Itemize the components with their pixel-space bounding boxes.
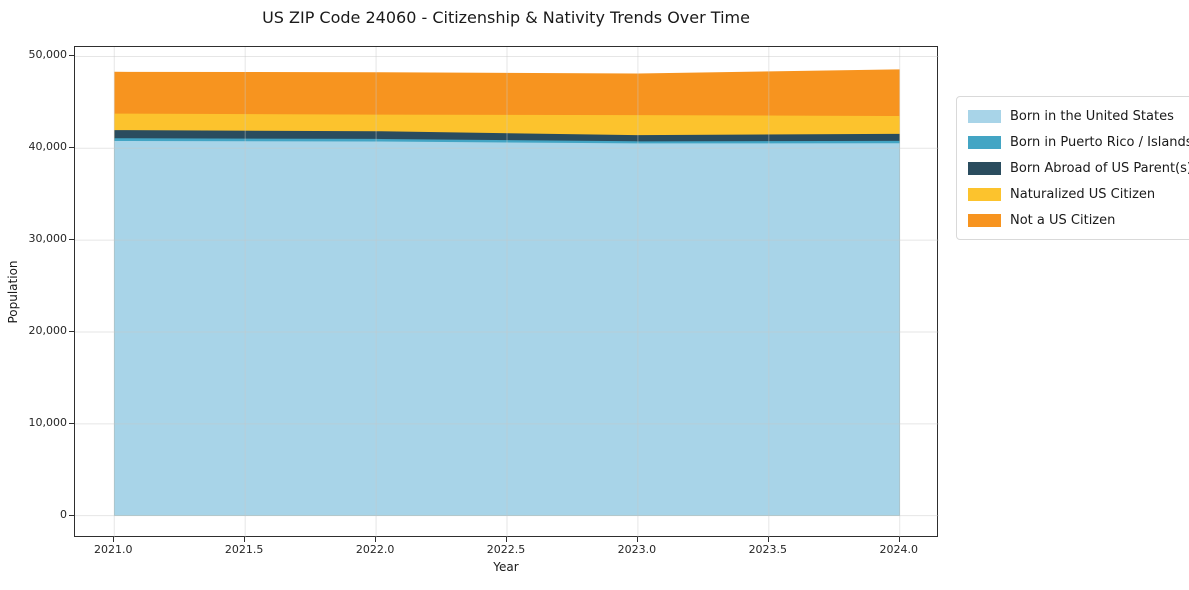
y-tick-mark [69,239,74,241]
legend-swatch [968,161,1001,175]
legend: Born in the United States Born in Puerto … [956,96,1189,240]
y-axis-title: Population [6,260,20,324]
legend-label: Born in the United States [1010,108,1174,124]
x-tick-label: 2024.0 [879,543,918,556]
x-tick-label: 2021.0 [94,543,133,556]
legend-swatch [968,213,1001,227]
x-tick-mark [636,537,638,542]
x-tick-label: 2022.0 [355,543,395,556]
stacked-area-chart [75,47,939,538]
x-tick-mark [244,537,246,542]
x-axis-title: Year [493,560,519,574]
x-tick-mark [506,537,507,542]
legend-label: Born in Puerto Rico / Islands [1010,134,1189,150]
x-tick-mark [898,537,900,542]
y-tick-label: 20,000 [28,323,68,337]
plot-area [74,46,939,538]
y-tick-label: 30,000 [28,232,68,246]
y-tick-label: 0 [60,507,67,521]
x-tick-mark [767,537,769,542]
x-tick-mark [113,537,115,542]
chart-title: US ZIP Code 24060 - Citizenship & Nativi… [262,8,750,27]
legend-item: Not a US Citizen [968,210,1189,230]
legend-label: Naturalized US Citizen [1010,186,1156,202]
x-tick-label: 2021.5 [224,543,264,556]
x-tick-label: 2023.0 [617,543,657,556]
x-tick-label: 2023.5 [748,543,788,556]
legend-swatch [968,135,1001,149]
y-tick-label: 10,000 [28,415,68,429]
y-tick-mark [69,55,74,57]
legend-item: Naturalized US Citizen [968,184,1189,204]
legend-item: Born in the United States [968,106,1189,126]
y-tick-mark [69,147,74,149]
legend-swatch [968,109,1001,123]
legend-label: Not a US Citizen [1010,212,1116,228]
legend-label: Born Abroad of US Parent(s) [1010,160,1189,176]
legend-item: Born in Puerto Rico / Islands [968,132,1189,152]
area-series [114,140,900,516]
x-tick-label: 2022.5 [486,543,526,556]
y-tick-mark [69,422,74,424]
x-tick-mark [375,537,377,542]
y-tick-label: 40,000 [28,140,68,154]
legend-swatch [968,187,1001,201]
y-tick-label: 50,000 [28,48,68,62]
y-tick-mark [69,514,74,516]
y-tick-mark [69,330,74,332]
legend-item: Born Abroad of US Parent(s) [968,158,1189,178]
